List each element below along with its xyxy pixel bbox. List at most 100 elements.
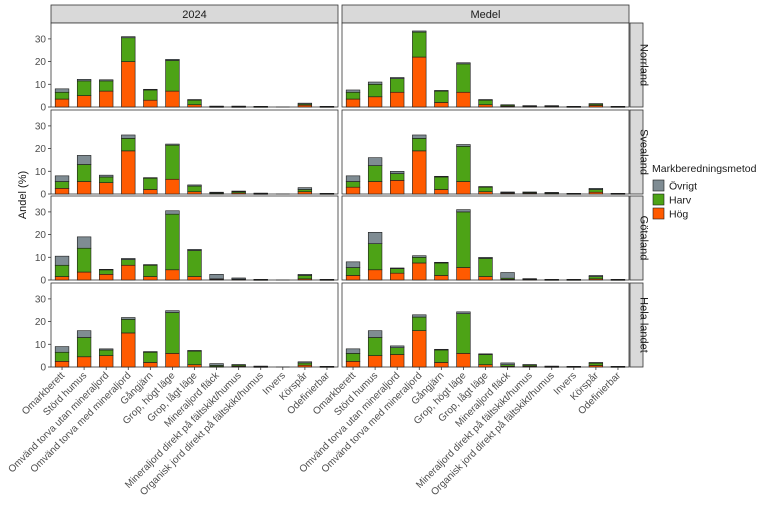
bar-norrland-2024-omvand-torva-utan-mineraljord-hog xyxy=(99,90,114,108)
bar-svealand-medel-stord-humus-hog xyxy=(367,181,383,195)
bar-hela-landet-medel-omvand-torva-utan-mineraljord-hog xyxy=(390,354,405,368)
bar-hela-landet-medel-gangjarn-hog xyxy=(434,362,449,368)
bar-hela-landet-medel-omvand-torva-med-mineraljord-ovrigt xyxy=(412,314,427,318)
bar-svealand-medel-stord-humus-ovrigt xyxy=(367,157,383,166)
y-tick-label-svealand-20: 20 xyxy=(35,144,47,155)
strip-gotaland-bg xyxy=(629,195,644,281)
bar-hela-landet-2024-korspar-harv xyxy=(297,362,313,366)
bar-gotaland-medel-omvand-torva-utan-mineraljord-harv xyxy=(390,268,405,274)
bar-svealand-medel-grop-hogt-lage-hog xyxy=(456,181,471,195)
bar-norrland-2024-odefinierbar-ovrigt xyxy=(319,106,335,108)
y-tick-label-hela-landet-0: 0 xyxy=(40,363,46,374)
bar-gotaland-2024-omvand-torva-med-mineraljord-harv xyxy=(121,259,136,266)
legend-label-ovrigt: Övrigt xyxy=(669,181,697,193)
bar-norrland-medel-omvand-torva-med-mineraljord-hog xyxy=(412,56,427,108)
bar-norrland-medel-invers-ovrigt xyxy=(566,106,581,108)
bar-gotaland-medel-grop-hogt-lage-harv xyxy=(456,211,471,268)
panel-svealand-medel xyxy=(341,109,630,195)
bar-gotaland-2024-grop-hogt-lage-ovrigt xyxy=(165,210,180,215)
bar-svealand-medel-omvand-torva-med-mineraljord-hog xyxy=(412,150,427,195)
bar-svealand-2024-stord-humus-ovrigt xyxy=(76,155,92,165)
bar-gotaland-medel-grop-lagt-lage-ovrigt xyxy=(478,256,493,259)
bar-gotaland-medel-omvand-torva-med-mineraljord-ovrigt xyxy=(412,255,427,258)
bar-svealand-medel-mineraljord-flack-ovrigt xyxy=(500,191,515,193)
bar-norrland-medel-stord-humus-hog xyxy=(367,96,383,108)
bar-hela-landet-medel-mineraljord-direkt-pa-faltskikt-humus-ovrigt xyxy=(522,364,537,366)
bar-svealand-medel-omarkberett-ovrigt xyxy=(345,175,361,182)
bar-norrland-2024-korspar-ovrigt xyxy=(297,102,313,105)
bar-hela-landet-2024-grop-hogt-lage-hog xyxy=(165,353,180,368)
bar-svealand-medel-grop-hogt-lage-ovrigt xyxy=(456,144,471,147)
bar-svealand-medel-omvand-torva-med-mineraljord-ovrigt xyxy=(412,134,427,139)
bar-gotaland-2024-omvand-torva-med-mineraljord-hog xyxy=(121,264,136,281)
bar-norrland-medel-omvand-torva-med-mineraljord-harv xyxy=(412,31,427,58)
bar-svealand-2024-stord-humus-harv xyxy=(76,164,92,182)
bar-norrland-2024-omvand-torva-med-mineraljord-ovrigt xyxy=(121,36,136,39)
bar-norrland-2024-stord-humus-hog xyxy=(76,95,92,108)
bar-hela-landet-medel-grop-hogt-lage-harv xyxy=(456,313,471,354)
bar-gotaland-medel-gangjarn-hog xyxy=(434,275,449,281)
bar-norrland-medel-gangjarn-harv xyxy=(434,90,449,103)
bar-gotaland-2024-omvand-torva-utan-mineraljord-ovrigt xyxy=(99,269,114,271)
bar-norrland-medel-grop-hogt-lage-ovrigt xyxy=(456,62,471,65)
bar-hela-landet-medel-korspar-ovrigt xyxy=(588,362,604,364)
bar-norrland-medel-gangjarn-ovrigt xyxy=(434,90,449,92)
bar-hela-landet-2024-stord-humus-ovrigt xyxy=(76,330,92,338)
bar-hela-landet-2024-mineraljord-flack-ovrigt xyxy=(209,363,224,366)
bar-hela-landet-medel-omvand-torva-med-mineraljord-hog xyxy=(412,330,427,368)
bar-gotaland-2024-grop-hogt-lage-hog xyxy=(165,269,180,281)
bar-hela-landet-2024-grop-hogt-lage-harv xyxy=(165,312,180,354)
bar-hela-landet-medel-grop-lagt-lage-ovrigt xyxy=(478,353,493,355)
bar-norrland-medel-grop-hogt-lage-harv xyxy=(456,63,471,93)
bar-norrland-2024-organisk-jord-direkt-pa-faltskikt-humus-ovrigt xyxy=(253,106,268,108)
bar-hela-landet-2024-omvand-torva-utan-mineraljord-harv xyxy=(99,349,114,356)
bar-svealand-medel-omarkberett-hog xyxy=(345,186,361,195)
bar-hela-landet-medel-stord-humus-harv xyxy=(367,337,383,356)
y-tick-label-hela-landet-30: 30 xyxy=(35,294,47,305)
bar-norrland-medel-grop-lagt-lage-hog xyxy=(478,104,493,108)
bar-hela-landet-2024-korspar-ovrigt xyxy=(297,361,313,364)
y-tick-label-norrland-30: 30 xyxy=(35,34,47,45)
bar-gotaland-medel-stord-humus-harv xyxy=(367,243,383,271)
bar-hela-landet-medel-korspar-harv xyxy=(588,362,604,366)
bar-hela-landet-2024-grop-lagt-lage-hog xyxy=(187,364,202,368)
bar-gotaland-2024-omarkberett-hog xyxy=(54,276,70,281)
bar-norrland-2024-grop-lagt-lage-harv xyxy=(187,99,202,106)
bar-svealand-medel-stord-humus-harv xyxy=(367,165,383,182)
bar-norrland-medel-omarkberett-harv xyxy=(345,91,361,100)
bar-hela-landet-medel-omarkberett-hog xyxy=(345,361,361,368)
bar-hela-landet-2024-grop-lagt-lage-harv xyxy=(187,350,202,366)
bar-norrland-2024-stord-humus-harv xyxy=(76,80,92,96)
bar-gotaland-medel-omvand-torva-utan-mineraljord-hog xyxy=(390,272,405,281)
bar-hela-landet-medel-odefinierbar-ovrigt xyxy=(610,366,626,368)
bar-norrland-2024-stord-humus-ovrigt xyxy=(76,79,92,82)
bar-hela-landet-2024-stord-humus-harv xyxy=(76,337,92,358)
bar-svealand-2024-grop-hogt-lage-ovrigt xyxy=(165,143,180,146)
bar-hela-landet-medel-grop-lagt-lage-hog xyxy=(478,364,493,368)
bar-svealand-medel-gangjarn-harv xyxy=(434,176,449,190)
bar-svealand-medel-organisk-jord-direkt-pa-faltskikt-humus-ovrigt xyxy=(544,192,559,194)
bar-gotaland-2024-stord-humus-harv xyxy=(76,247,92,273)
bar-norrland-medel-grop-lagt-lage-harv xyxy=(478,99,493,106)
bar-svealand-2024-korspar-ovrigt xyxy=(297,187,313,190)
bar-gotaland-2024-omvand-torva-utan-mineraljord-hog xyxy=(99,274,114,281)
bar-svealand-2024-omvand-torva-utan-mineraljord-hog xyxy=(99,182,114,195)
y-tick-label-gotaland-10: 10 xyxy=(35,253,47,264)
bar-hela-landet-2024-omvand-torva-utan-mineraljord-hog xyxy=(99,355,114,368)
bar-hela-landet-2024-grop-hogt-lage-ovrigt xyxy=(165,310,180,313)
bar-norrland-2024-gangjarn-ovrigt xyxy=(143,88,158,91)
bar-svealand-2024-omarkberett-hog xyxy=(54,188,70,195)
bar-norrland-2024-omvand-torva-med-mineraljord-harv xyxy=(121,37,136,62)
bar-hela-landet-2024-omvand-torva-med-mineraljord-harv xyxy=(121,319,136,334)
bar-hela-landet-medel-invers-ovrigt xyxy=(566,366,581,368)
bar-gotaland-medel-omvand-torva-utan-mineraljord-ovrigt xyxy=(390,267,405,269)
bar-svealand-2024-omarkberett-harv xyxy=(54,181,70,189)
strip-gotaland-label: Götaland xyxy=(638,216,650,261)
bar-hela-landet-medel-stord-humus-ovrigt xyxy=(367,330,383,338)
bar-gotaland-medel-gangjarn-ovrigt xyxy=(434,261,449,264)
bar-hela-landet-2024-omarkberett-hog xyxy=(54,361,70,368)
strip-norrland-label: Norrland xyxy=(638,44,650,86)
y-axis-title: Andel (%) xyxy=(17,171,29,219)
bar-svealand-medel-invers-ovrigt xyxy=(566,193,581,195)
